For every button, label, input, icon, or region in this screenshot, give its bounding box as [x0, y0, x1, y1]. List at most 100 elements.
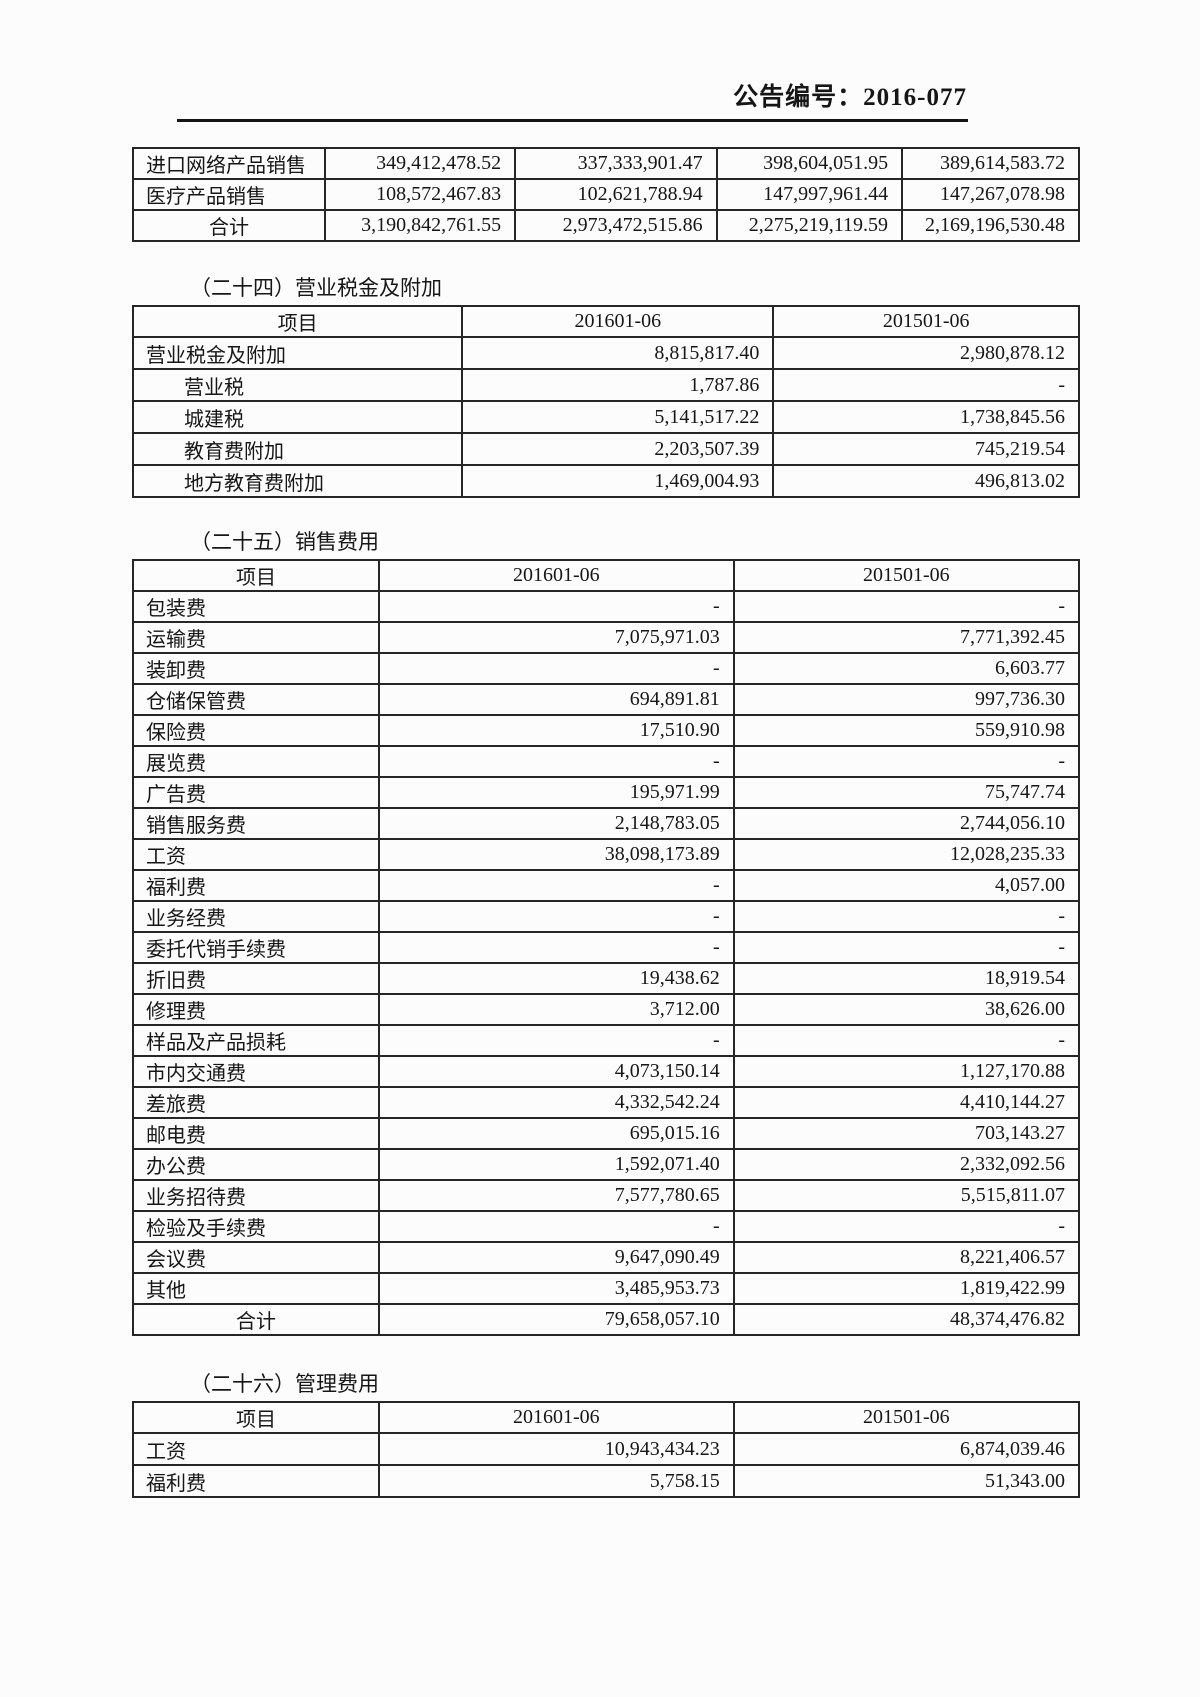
row-value: 559,910.98 [732, 714, 1081, 747]
row-label: 医疗产品销售 [131, 178, 327, 211]
row-label: 进口网络产品销售 [131, 147, 327, 180]
row-value: 349,412,478.52 [324, 147, 517, 180]
row-value: 1,592,071.40 [377, 1148, 735, 1181]
column-header: 201601-06 [377, 559, 735, 592]
row-value: 3,485,953.73 [377, 1272, 735, 1305]
row-label: 市内交通费 [132, 1055, 380, 1088]
row-value: - [377, 869, 735, 902]
row-label: 修理费 [132, 993, 380, 1026]
row-label: 展览费 [132, 745, 380, 778]
row-value: 997,736.30 [732, 683, 1081, 716]
table-row: 包装费 - - [132, 590, 1081, 623]
table-row: 广告费 195,971.99 75,747.74 [132, 776, 1081, 809]
column-header: 201501-06 [772, 305, 1080, 338]
product-sales-table: 进口网络产品销售 349,412,478.52 337,333,901.47 398,… [131, 147, 1080, 242]
table-row: 市内交通费 4,073,150.14 1,127,170.88 [132, 1055, 1081, 1088]
column-header: 201601-06 [377, 1401, 735, 1434]
table-row: 邮电费 695,015.16 703,143.27 [132, 1117, 1081, 1150]
section-heading-24: （二十四）营业税金及附加 [190, 276, 442, 300]
row-value: - [377, 1210, 735, 1243]
row-label: 业务经费 [132, 900, 380, 933]
table-header-row: 项目 201601-06 201501-06 [131, 305, 1080, 338]
announcement-number: 公告编号：2016-077 [733, 84, 967, 111]
row-value: 75,747.74 [732, 776, 1081, 809]
column-header: 201601-06 [461, 305, 775, 338]
row-value: 2,332,092.56 [732, 1148, 1081, 1181]
row-value: 5,515,811.07 [732, 1179, 1081, 1212]
row-label: 委托代销手续费 [132, 931, 380, 964]
header-rule [177, 119, 968, 122]
table-row: 保险费 17,510.90 559,910.98 [132, 714, 1081, 747]
row-label: 销售服务费 [132, 807, 380, 840]
row-value: 4,410,144.27 [732, 1086, 1081, 1119]
row-label: 业务招待费 [132, 1179, 380, 1212]
row-value: 2,973,472,515.86 [514, 209, 718, 242]
table-row: 业务招待费 7,577,780.65 5,515,811.07 [132, 1179, 1081, 1212]
row-label: 广告费 [132, 776, 380, 809]
row-value: - [732, 1024, 1081, 1057]
row-label: 地方教育费附加 [131, 464, 464, 498]
row-value: 337,333,901.47 [514, 147, 718, 180]
row-value: 147,267,078.98 [901, 178, 1080, 211]
column-header: 201501-06 [732, 559, 1081, 592]
row-value: 10,943,434.23 [377, 1432, 735, 1466]
table-row: 进口网络产品销售 349,412,478.52 337,333,901.47 398,… [131, 147, 1080, 180]
row-value: - [377, 590, 735, 623]
row-value: 695,015.16 [377, 1117, 735, 1150]
row-value: 2,203,507.39 [461, 432, 775, 466]
row-value: 18,919.54 [732, 962, 1081, 995]
row-value: 38,098,173.89 [377, 838, 735, 871]
row-value: - [732, 745, 1081, 778]
row-label: 保险费 [132, 714, 380, 747]
row-value: 48,374,476.82 [732, 1303, 1081, 1336]
row-value: 2,275,219,119.59 [715, 209, 904, 242]
row-value: - [377, 745, 735, 778]
row-label: 会议费 [132, 1241, 380, 1274]
row-label: 福利费 [132, 869, 380, 902]
product-sales-table-body: 进口网络产品销售 349,412,478.52 337,333,901.47 398,… [131, 147, 1080, 242]
table-total-row: 合计 79,658,057.10 48,374,476.82 [132, 1303, 1081, 1336]
table-row: 营业税 1,787.86- [131, 368, 1080, 402]
row-value: 2,169,196,530.48 [901, 209, 1080, 242]
table-total-row: 合计 3,190,842,761.55 2,973,472,515.86 2,275,… [131, 209, 1080, 242]
row-value: 9,647,090.49 [377, 1241, 735, 1274]
row-label: 营业税 [131, 368, 464, 402]
table-row: 销售服务费 2,148,783.05 2,744,056.10 [132, 807, 1081, 840]
document-content: 进口网络产品销售 349,412,478.52 337,333,901.47 398,… [131, 147, 1081, 1498]
row-value: 4,057.00 [732, 869, 1081, 902]
row-label: 合计 [132, 1303, 380, 1336]
row-value: 8,815,817.40 [461, 336, 775, 370]
row-value: 398,604,051.95 [715, 147, 904, 180]
section-heading-25: （二十五）销售费用 [190, 530, 379, 554]
table-row: 展览费 - - [132, 745, 1081, 778]
table-row: 会议费 9,647,090.49 8,221,406.57 [132, 1241, 1081, 1274]
table-row: 城建税 5,141,517.22 1,738,845.56 [131, 400, 1080, 434]
column-header: 项目 [132, 559, 380, 592]
row-value: 108,572,467.83 [324, 178, 517, 211]
column-header: 201501-06 [732, 1401, 1081, 1434]
row-value: 694,891.81 [377, 683, 735, 716]
row-value: - [732, 590, 1081, 623]
table-row: 修理费 3,712.00 38,626.00 [132, 993, 1081, 1026]
table-header-row: 项目 201601-06 201501-06 [132, 1401, 1081, 1434]
row-value: - [377, 900, 735, 933]
table-row: 差旅费 4,332,542.24 4,410,144.27 [132, 1086, 1081, 1119]
row-value: - [732, 1210, 1081, 1243]
table-row: 其他 3,485,953.73 1,819,422.99 [132, 1272, 1081, 1305]
row-value: 3,190,842,761.55 [324, 209, 517, 242]
row-value: 2,980,878.12 [772, 336, 1080, 370]
column-header: 项目 [132, 1401, 380, 1434]
row-label: 办公费 [132, 1148, 380, 1181]
table-row: 福利费 5,758.15 51,343.00 [132, 1464, 1081, 1498]
row-label: 装卸费 [132, 652, 380, 685]
row-value: 51,343.00 [732, 1464, 1081, 1498]
row-value: 5,141,517.22 [461, 400, 775, 434]
row-value: 7,577,780.65 [377, 1179, 735, 1212]
business-tax-table-body: 营业税金及附加 8,815,817.40 2,980,878.12 营业税 1,787.… [131, 336, 1080, 498]
row-value: 703,143.27 [732, 1117, 1081, 1150]
row-value: 745,219.54 [772, 432, 1080, 466]
table-row: 工资 38,098,173.89 12,028,235.33 [132, 838, 1081, 871]
row-label: 差旅费 [132, 1086, 380, 1119]
row-value: 8,221,406.57 [732, 1241, 1081, 1274]
table-row: 运输费 7,075,971.03 7,771,392.45 [132, 621, 1081, 654]
